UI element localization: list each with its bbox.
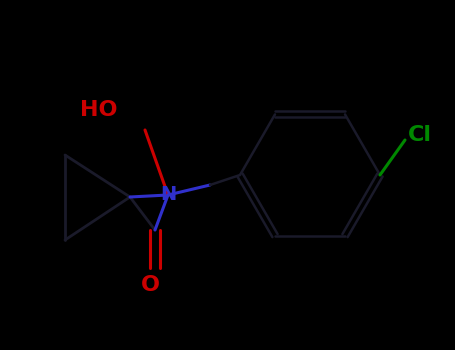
Text: N: N	[160, 186, 176, 204]
Text: O: O	[141, 275, 160, 295]
Text: Cl: Cl	[408, 125, 432, 145]
Text: HO: HO	[81, 100, 118, 120]
